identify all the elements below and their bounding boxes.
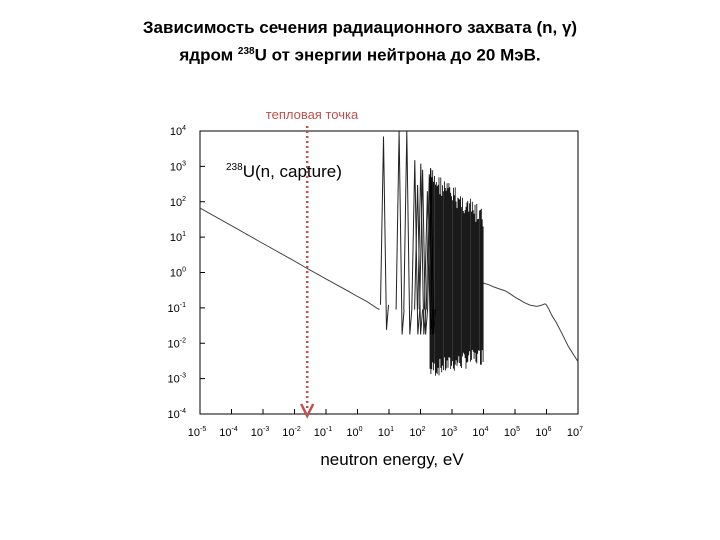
x-tick-exponent: 3 — [453, 426, 457, 433]
y-tick-base: 10 — [170, 268, 182, 280]
x-tick-label: 10-1 — [314, 426, 333, 439]
x-tick-base: 10 — [188, 427, 200, 439]
x-tick-base: 10 — [314, 427, 326, 439]
y-tick-exponent: -2 — [180, 337, 186, 344]
resonance-peak — [417, 163, 427, 335]
curve-label-text: U(n, capture) — [243, 162, 342, 181]
curve-label-mass: 238 — [226, 162, 243, 173]
y-tick-label: 10-3 — [168, 373, 187, 386]
x-tick-exponent: -4 — [232, 426, 238, 433]
y-tick-label: 103 — [170, 160, 186, 173]
y-tick-exponent: 0 — [182, 267, 186, 274]
x-tick-exponent: -3 — [263, 426, 269, 433]
series-line-1 — [483, 282, 579, 362]
y-tick-base: 10 — [170, 232, 182, 244]
x-tick-exponent: 1 — [390, 426, 394, 433]
y-tick-base: 10 — [168, 338, 180, 350]
x-tick-base: 10 — [504, 427, 516, 439]
y-tick-base: 10 — [168, 303, 180, 315]
series-line-0 — [199, 207, 380, 310]
x-tick-label: 10-3 — [251, 426, 270, 439]
x-tick-exponent: -2 — [295, 426, 301, 433]
x-tick-label: 101 — [378, 426, 394, 439]
x-tick-exponent: -1 — [326, 426, 332, 433]
x-tick-base: 10 — [378, 427, 390, 439]
x-tick-label: 104 — [472, 426, 488, 439]
x-tick-exponent: 7 — [579, 426, 583, 433]
title-line-2: ядром 238U от энергии нейтрона до 20 МэВ… — [0, 40, 720, 68]
resonance-peak — [380, 136, 389, 330]
y-tick-label: 101 — [170, 231, 186, 244]
x-tick-base: 10 — [251, 427, 263, 439]
y-tick-exponent: 2 — [182, 196, 186, 203]
resonance-peak — [403, 130, 413, 335]
x-tick-base: 10 — [567, 427, 579, 439]
curve-label: 238U(n, capture) — [226, 162, 342, 181]
thermal-point-arrow-head — [300, 403, 315, 419]
x-tick-base: 10 — [535, 427, 547, 439]
y-tick-base: 10 — [170, 161, 182, 173]
x-tick-exponent: 6 — [548, 426, 552, 433]
x-tick-label: 100 — [346, 426, 362, 439]
y-tick-label: 10-4 — [168, 408, 187, 421]
title-isotope: U — [254, 45, 267, 65]
resonance-peak — [419, 169, 429, 335]
x-tick-base: 10 — [409, 427, 421, 439]
x-tick-exponent: 4 — [485, 426, 489, 433]
y-tick-exponent: -3 — [180, 373, 186, 380]
x-tick-label: 102 — [409, 426, 425, 439]
x-tick-exponent: 2 — [422, 426, 426, 433]
x-tick-label: 103 — [441, 426, 457, 439]
y-tick-label: 100 — [170, 267, 186, 280]
y-tick-exponent: -4 — [180, 408, 186, 415]
title-isotope-mass: 238 — [237, 46, 255, 57]
x-axis-label: neutron energy, eV — [320, 450, 464, 469]
y-tick-label: 104 — [170, 125, 186, 138]
y-tick-exponent: -1 — [180, 302, 186, 309]
thermal-point-label: тепловая точка — [266, 107, 359, 122]
title-line-1: Зависимость сечения радиационного захват… — [142, 18, 578, 37]
x-tick-label: 105 — [504, 426, 520, 439]
title-line-2-suffix: от энергии нейтрона до 20 МэВ. — [266, 45, 541, 65]
x-tick-base: 10 — [472, 427, 484, 439]
resonance-peak — [395, 130, 405, 335]
y-tick-exponent: 3 — [182, 160, 186, 167]
dense-resonance-band — [429, 169, 484, 376]
x-tick-exponent: -5 — [200, 426, 206, 433]
x-tick-base: 10 — [346, 427, 358, 439]
x-tick-exponent: 0 — [359, 426, 363, 433]
y-tick-base: 10 — [168, 409, 180, 421]
x-tick-base: 10 — [282, 427, 294, 439]
y-tick-base: 10 — [168, 374, 180, 386]
y-tick-label: 10-2 — [168, 337, 187, 350]
x-tick-exponent: 5 — [516, 426, 520, 433]
x-tick-label: 107 — [567, 426, 583, 439]
chart-title: Зависимость сечения радиационного захват… — [0, 16, 720, 68]
y-tick-label: 102 — [170, 196, 186, 209]
y-tick-exponent: 1 — [182, 231, 186, 238]
x-tick-base: 10 — [441, 427, 453, 439]
y-tick-exponent: 4 — [182, 125, 186, 132]
y-tick-base: 10 — [170, 126, 182, 138]
x-tick-label: 10-4 — [219, 426, 238, 439]
y-tick-label: 10-1 — [168, 302, 187, 315]
y-tick-base: 10 — [170, 197, 182, 209]
x-tick-label: 10-2 — [282, 426, 301, 439]
x-tick-label: 10-5 — [188, 426, 207, 439]
x-tick-label: 106 — [535, 426, 551, 439]
title-line-2-prefix: ядром — [179, 45, 238, 65]
x-tick-base: 10 — [219, 427, 231, 439]
